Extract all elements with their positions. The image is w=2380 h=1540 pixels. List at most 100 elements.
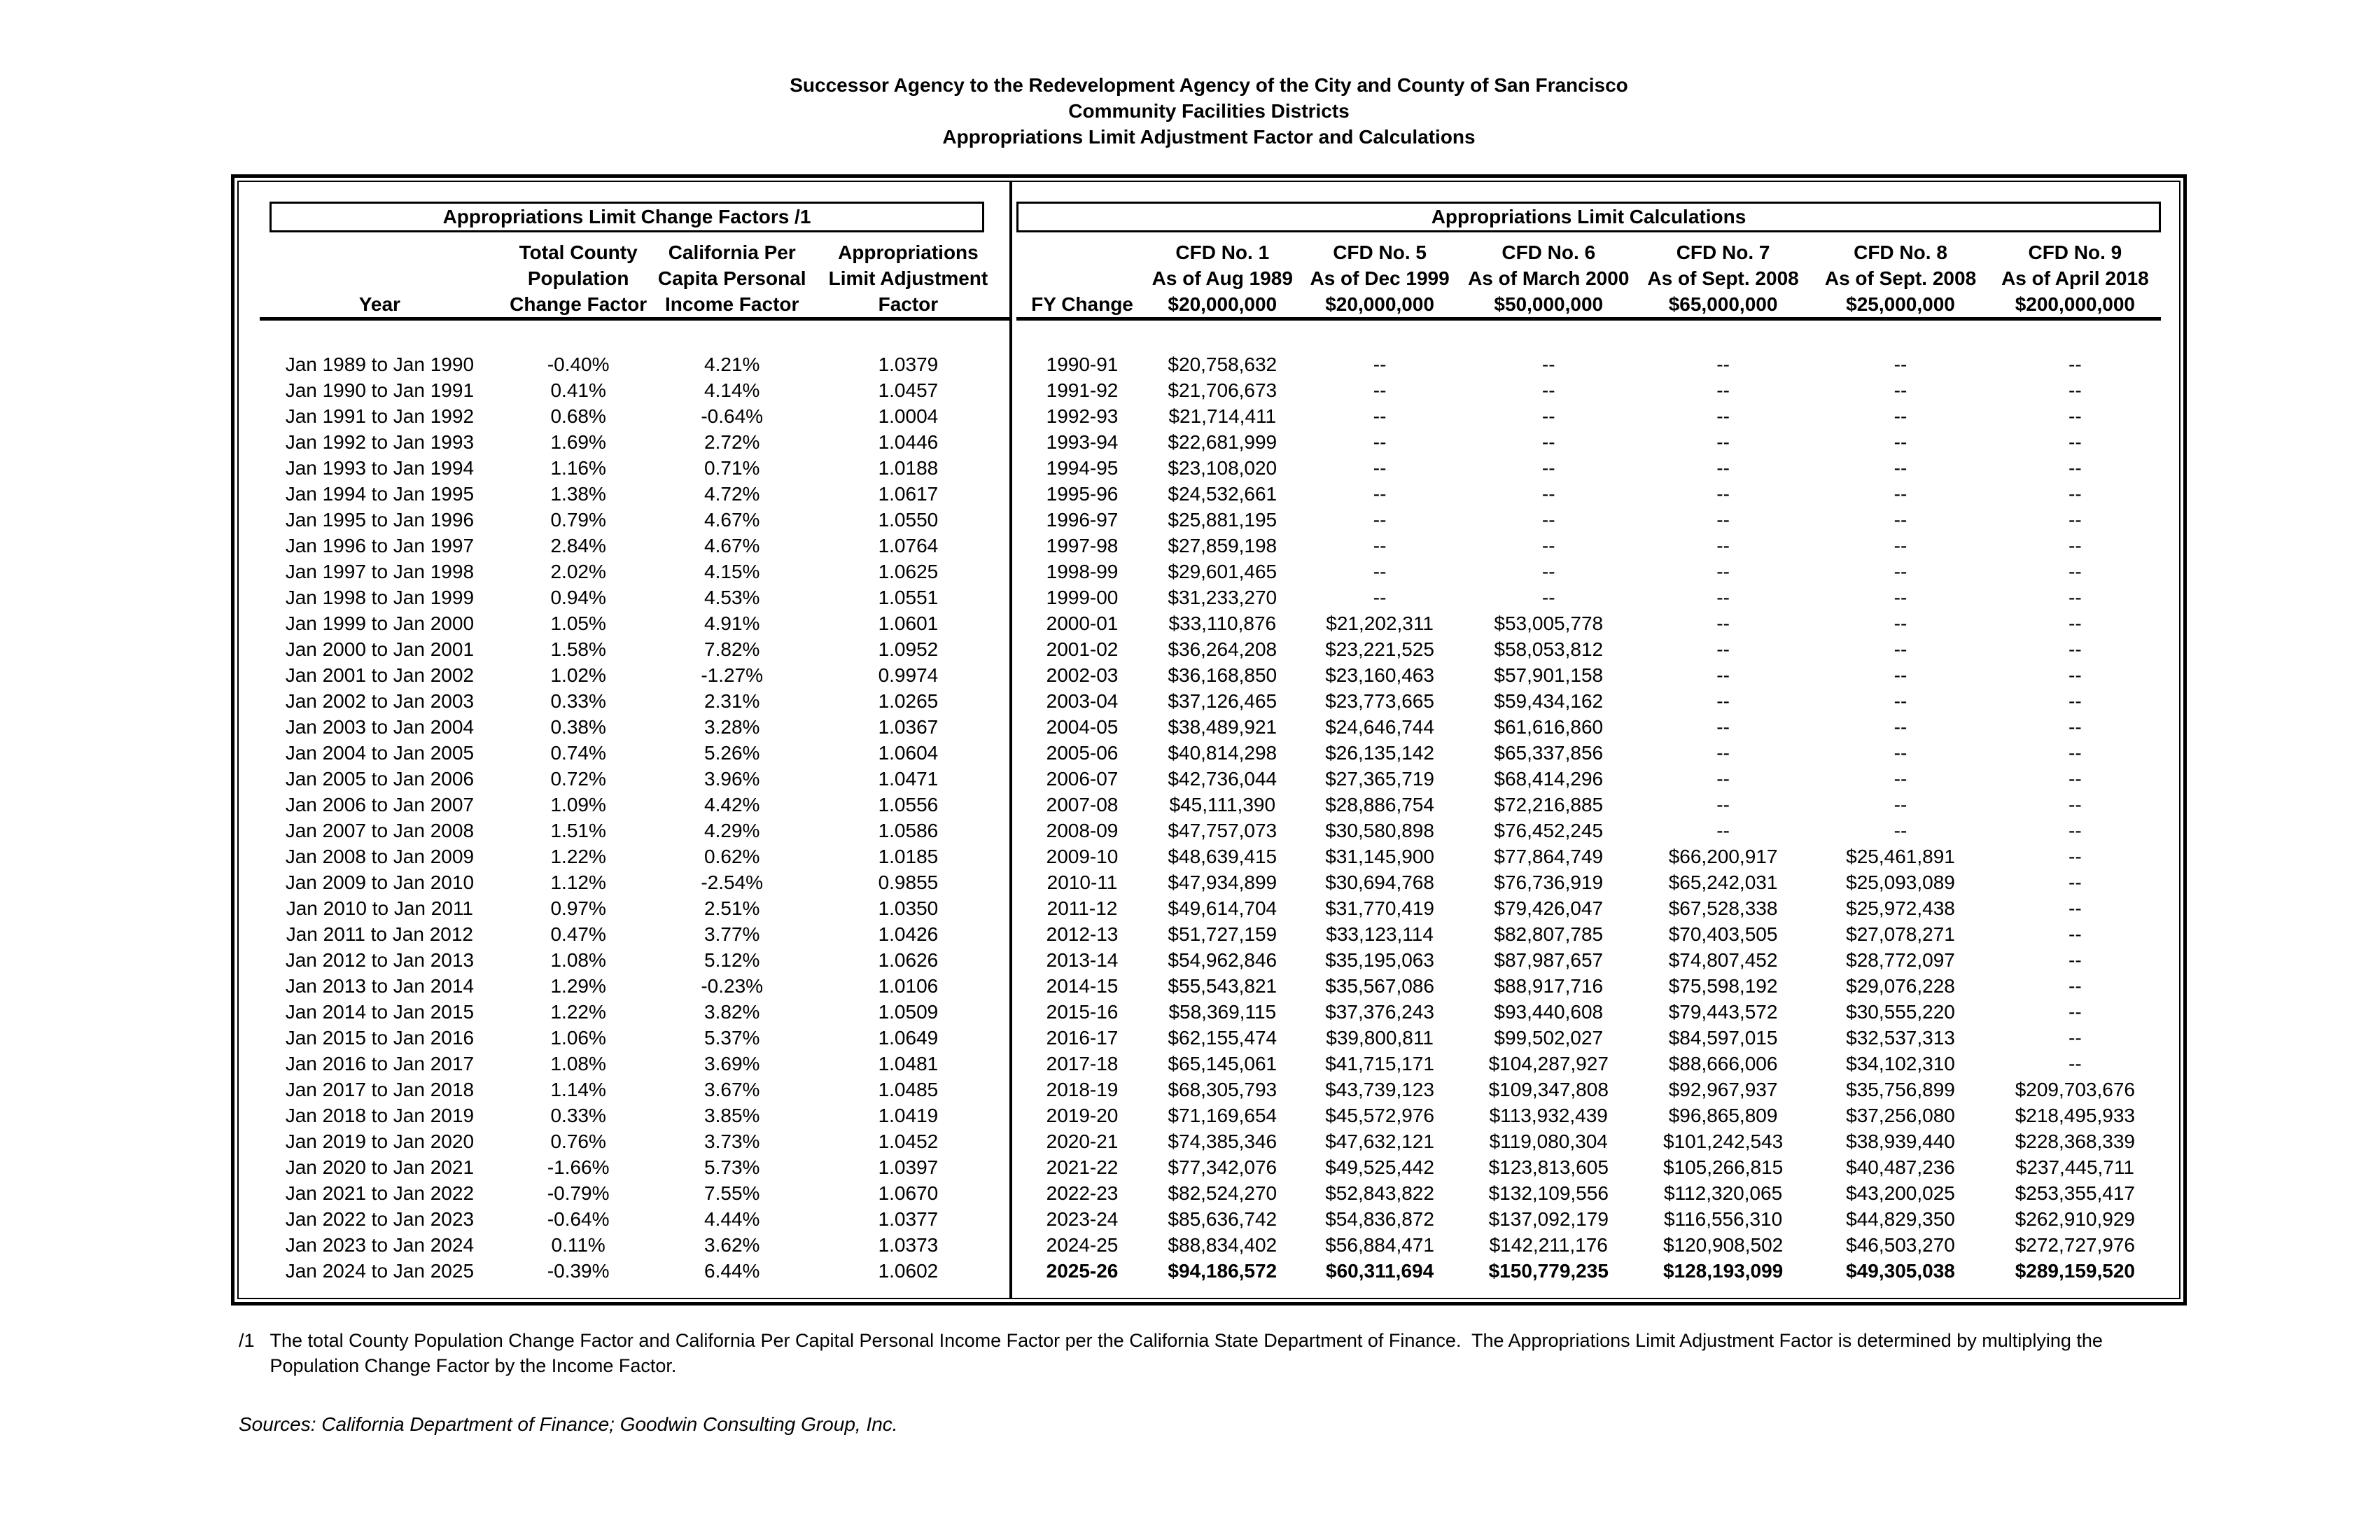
cfd1-cell: $71,169,654 (1168, 1105, 1278, 1126)
cfd9-cell: -- (2068, 872, 2082, 893)
income-cell: 6.44% (704, 1260, 760, 1282)
cfd7-cell: -- (1716, 742, 1730, 764)
fy-cell: 2003-04 (1046, 690, 1119, 712)
cfd9-cell: -- (2068, 509, 2082, 531)
cfd9-cell: -- (2068, 794, 2082, 816)
pop-change-cell: 1.38% (550, 483, 606, 505)
cfd9-cell: $272,727,976 (2015, 1234, 2135, 1256)
cfd7-cell: $79,443,572 (1668, 1001, 1778, 1023)
cfd7-cell: $101,242,543 (1662, 1130, 1784, 1152)
tables-row: Appropriations Limit Change Factors /1 T… (239, 182, 2179, 1298)
cfd7-cell: -- (1716, 664, 1730, 686)
cfd6-cell: $119,080,304 (1489, 1130, 1608, 1152)
factor-header-line: Appropriations (838, 241, 979, 263)
cfd5-cell: $27,365,719 (1325, 768, 1434, 790)
cfd7-cell: $92,967,937 (1668, 1079, 1778, 1100)
cfd7-cell: -- (1716, 483, 1730, 505)
pop-change-cell: 0.41% (550, 379, 606, 401)
fy-cell: 2007-08 (1046, 794, 1119, 816)
pop-change-cell: -0.79% (547, 1182, 610, 1204)
fy-cell: 2014-15 (1046, 975, 1119, 997)
cfd9-name-header: CFD No. 9 (2028, 241, 2122, 263)
income-cell: 3.82% (704, 1001, 760, 1023)
adj-factor-cell: 1.0350 (878, 897, 939, 919)
year-cell: Jan 1992 to Jan 1993 (285, 431, 475, 453)
table-row: 2005-06 $40,814,298 $26,135,142 $65,337,856… (1016, 740, 2161, 766)
cfd1-cell: $45,111,390 (1169, 794, 1276, 816)
pop-change-cell: 0.79% (550, 509, 606, 531)
cfd1-cell: $51,727,159 (1168, 923, 1278, 945)
cfd8-cell: $25,093,089 (1846, 872, 1955, 893)
cfd7-cell: $96,865,809 (1668, 1105, 1778, 1126)
limit-calculations-section: Appropriations Limit Calculations (1012, 182, 2179, 1298)
cfd9-cell: $209,703,676 (2015, 1079, 2135, 1100)
table-row: Jan 1993 to Jan 1994 1.16% 0.71% 1.0188 (260, 455, 1009, 481)
cfd5-cell: $23,221,525 (1325, 638, 1434, 660)
cfd6-cell: -- (1541, 561, 1555, 582)
table-row: Jan 1989 to Jan 1990 -0.40% 4.21% 1.0379 (260, 319, 1009, 378)
adj-factor-cell: 1.0649 (878, 1027, 939, 1049)
fy-cell: 2022-23 (1046, 1182, 1119, 1204)
table-row: 2001-02 $36,264,208 $23,221,525 $58,053,812… (1016, 636, 2161, 662)
table-row: 1991-92 $21,706,673 -- -- -- -- -- (1016, 377, 2161, 403)
pop-change-cell: 1.69% (550, 431, 606, 453)
cfd5-cell: $23,160,463 (1325, 664, 1434, 686)
fy-cell: 2023-24 (1046, 1208, 1119, 1230)
income-cell: 3.69% (704, 1053, 760, 1074)
table-row: 2018-19 $68,305,793 $43,739,123 $109,347,80… (1016, 1077, 2161, 1102)
adj-factor-cell: 1.0188 (878, 457, 939, 479)
fy-cell: 2005-06 (1046, 742, 1119, 764)
cfd6-cell: $109,347,808 (1488, 1079, 1609, 1100)
table-row: Jan 2008 to Jan 2009 1.22% 0.62% 1.0185 (260, 844, 1009, 869)
cfd6-cell: -- (1541, 535, 1555, 556)
factor-header-line: Limit Adjustment (828, 267, 988, 289)
adj-factor-cell: 1.0379 (878, 354, 939, 375)
cfd7-cell: $65,242,031 (1668, 872, 1778, 893)
cfd6-cell: $113,932,439 (1489, 1105, 1608, 1126)
cfd6-cell: $123,813,605 (1488, 1156, 1609, 1178)
cfd5-cell: -- (1373, 354, 1387, 375)
cfd1-cell: $47,757,073 (1168, 820, 1278, 841)
cfd5-cell: $45,572,976 (1325, 1105, 1434, 1126)
pop-change-cell: 1.29% (550, 975, 606, 997)
cfd1-cell: $37,126,465 (1168, 690, 1278, 712)
cfd9-cell: -- (2068, 664, 2082, 686)
cfd6-cell: -- (1541, 405, 1555, 427)
cfd5-cell: $35,567,086 (1325, 975, 1434, 997)
fy-cell: 1998-99 (1046, 561, 1119, 582)
income-cell: 7.55% (704, 1182, 760, 1204)
cfd5-cell: $43,739,123 (1325, 1079, 1434, 1100)
pop-header-line: Population (527, 267, 629, 289)
table-row: Jan 2017 to Jan 2018 1.14% 3.67% 1.0485 (260, 1077, 1009, 1102)
cfd1-cell: $77,342,076 (1168, 1156, 1278, 1178)
cfd7-cell: -- (1716, 405, 1730, 427)
income-cell: 4.44% (704, 1208, 760, 1230)
empty-header-cell (260, 239, 500, 265)
cfd5-base-header: $20,000,000 (1296, 291, 1463, 321)
pop-change-cell: -0.64% (547, 1208, 610, 1230)
table-row: Jan 2001 to Jan 2002 1.02% -1.27% 0.9974 (260, 662, 1009, 688)
cfd7-asof-header: As of Sept. 2008 (1647, 267, 1799, 289)
cfd1-cell: $38,489,921 (1168, 716, 1278, 738)
income-cell: 4.15% (704, 561, 760, 582)
cfd9-cell: -- (2068, 483, 2082, 505)
fy-cell: 2017-18 (1046, 1053, 1119, 1074)
cfd5-cell: $60,311,694 (1326, 1260, 1434, 1282)
adj-factor-cell: 1.0004 (878, 405, 939, 427)
table-row: 2007-08 $45,111,390 $28,886,754 $72,216,885… (1016, 792, 2161, 818)
pop-change-cell: 0.47% (550, 923, 606, 945)
year-cell: Jan 2018 to Jan 2019 (285, 1105, 475, 1126)
fy-cell: 1996-97 (1046, 509, 1119, 531)
cfd8-cell: $44,829,350 (1846, 1208, 1955, 1230)
pop-change-cell: 1.14% (550, 1079, 606, 1100)
cfd8-cell: -- (1893, 457, 1907, 479)
cfd7-cell: -- (1716, 768, 1730, 790)
adj-factor-cell: 1.0446 (878, 431, 939, 453)
cfd9-cell: $253,355,417 (2015, 1182, 2135, 1204)
year-cell: Jan 2014 to Jan 2015 (285, 1001, 475, 1023)
footnote: /1 The total County Population Change Fa… (239, 1328, 2380, 1378)
pop-change-cell: 1.51% (550, 820, 606, 841)
cfd8-cell: -- (1893, 664, 1907, 686)
pop-change-cell: 1.16% (550, 457, 606, 479)
table-row: 2019-20 $71,169,654 $45,572,976 $113,932,43… (1016, 1102, 2161, 1128)
